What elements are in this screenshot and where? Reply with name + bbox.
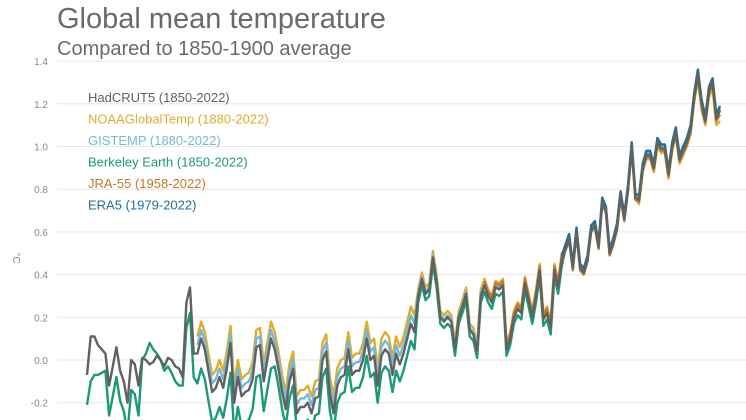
series-line-era5: [560, 68, 722, 270]
legend-item: Berkeley Earth (1850-2022): [88, 155, 248, 170]
y-tick-label: 0.4: [34, 271, 48, 282]
legend-item: NOAAGlobalTemp (1880-2022): [88, 112, 269, 127]
y-tick-label: -0.2: [31, 399, 49, 410]
chart-title: Global mean temperature: [57, 3, 386, 35]
series-lines: [85, 68, 722, 420]
y-tick-label: 0.0: [34, 356, 48, 367]
legend-item: JRA-55 (1958-2022): [88, 176, 206, 191]
chart-subtitle: Compared to 1850-1900 average: [57, 38, 352, 60]
y-tick-label: 0.6: [34, 228, 48, 239]
y-tick-label: 0.8: [34, 185, 48, 196]
y-axis-label: °C: [10, 252, 21, 263]
y-axis-ticks: 1.4 1.2 1.0 0.8 0.6 0.4 0.2 0.0 -0.2: [31, 57, 49, 410]
y-tick-label: 1.4: [34, 57, 48, 68]
legend-item: ERA5 (1979-2022): [88, 198, 196, 213]
legend-item: GISTEMP (1880-2022): [88, 133, 221, 148]
y-tick-label: 1.0: [34, 143, 48, 154]
legend: HadCRUT5 (1850-2022) NOAAGlobalTemp (1880…: [88, 90, 269, 213]
y-tick-label: 1.2: [34, 100, 48, 111]
gridlines: [57, 60, 746, 404]
y-tick-label: 0.2: [34, 313, 48, 324]
legend-item: HadCRUT5 (1850-2022): [88, 90, 230, 105]
series-line-hadcrut5: [85, 72, 722, 415]
